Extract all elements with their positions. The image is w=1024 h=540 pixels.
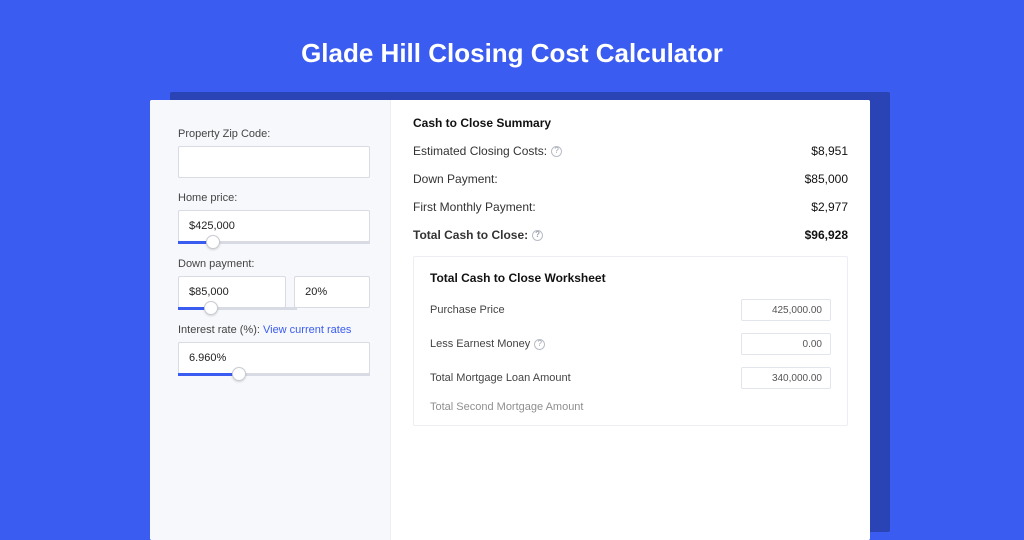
results-panel: Cash to Close Summary Estimated Closing …	[390, 100, 870, 540]
worksheet-row: Total Mortgage Loan Amount	[430, 367, 831, 389]
summary-row: Estimated Closing Costs: ? $8,951	[413, 144, 848, 158]
summary-label: Estimated Closing Costs: ?	[413, 144, 562, 158]
home-price-slider-thumb[interactable]	[206, 235, 220, 249]
down-payment-field-group: Down payment:	[178, 258, 370, 310]
worksheet-label: Total Second Mortgage Amount	[430, 401, 583, 413]
summary-label-text: Estimated Closing Costs:	[413, 144, 547, 158]
summary-value: $85,000	[805, 172, 848, 186]
worksheet-label-text: Less Earnest Money	[430, 338, 530, 350]
summary-title: Cash to Close Summary	[413, 116, 848, 130]
home-price-field-group: Home price:	[178, 192, 370, 244]
interest-input[interactable]	[178, 342, 370, 374]
worksheet-title: Total Cash to Close Worksheet	[430, 271, 831, 285]
input-panel: Property Zip Code: Home price: Down paym…	[150, 100, 390, 540]
worksheet-row: Purchase Price	[430, 299, 831, 321]
worksheet-input[interactable]	[741, 367, 831, 389]
interest-label-text: Interest rate (%):	[178, 324, 263, 336]
worksheet-row: Less Earnest Money ?	[430, 333, 831, 355]
worksheet-label: Less Earnest Money ?	[430, 338, 545, 350]
worksheet-card: Total Cash to Close Worksheet Purchase P…	[413, 256, 848, 426]
view-rates-link[interactable]: View current rates	[263, 324, 351, 336]
interest-label: Interest rate (%): View current rates	[178, 324, 370, 336]
calculator-card: Property Zip Code: Home price: Down paym…	[150, 100, 870, 540]
interest-slider[interactable]	[178, 373, 370, 376]
zip-field-group: Property Zip Code:	[178, 128, 370, 178]
summary-row-total: Total Cash to Close: ? $96,928	[413, 228, 848, 242]
worksheet-input[interactable]	[741, 333, 831, 355]
summary-label: Down Payment:	[413, 172, 498, 186]
summary-label-text: First Monthly Payment:	[413, 200, 536, 214]
summary-value: $8,951	[811, 144, 848, 158]
worksheet-label: Purchase Price	[430, 304, 505, 316]
worksheet-row-partial: Total Second Mortgage Amount	[430, 401, 831, 413]
down-payment-slider-thumb[interactable]	[204, 301, 218, 315]
interest-slider-fill	[178, 373, 239, 376]
interest-slider-thumb[interactable]	[232, 367, 246, 381]
worksheet-label: Total Mortgage Loan Amount	[430, 372, 571, 384]
worksheet-label-text: Purchase Price	[430, 304, 505, 316]
summary-row: Down Payment: $85,000	[413, 172, 848, 186]
summary-label-text: Down Payment:	[413, 172, 498, 186]
summary-label: First Monthly Payment:	[413, 200, 536, 214]
summary-label: Total Cash to Close: ?	[413, 228, 543, 242]
down-payment-pct-input[interactable]	[294, 276, 370, 308]
down-payment-slider[interactable]	[178, 307, 297, 310]
zip-input[interactable]	[178, 146, 370, 178]
worksheet-label-text: Total Mortgage Loan Amount	[430, 372, 571, 384]
help-icon[interactable]: ?	[532, 230, 543, 241]
help-icon[interactable]: ?	[534, 339, 545, 350]
zip-label: Property Zip Code:	[178, 128, 370, 140]
summary-value: $96,928	[805, 228, 848, 242]
down-payment-label: Down payment:	[178, 258, 370, 270]
page-title: Glade Hill Closing Cost Calculator	[0, 0, 1024, 93]
home-price-slider[interactable]	[178, 241, 370, 244]
worksheet-input[interactable]	[741, 299, 831, 321]
help-icon[interactable]: ?	[551, 146, 562, 157]
summary-row: First Monthly Payment: $2,977	[413, 200, 848, 214]
down-payment-input[interactable]	[178, 276, 286, 308]
home-price-label: Home price:	[178, 192, 370, 204]
summary-value: $2,977	[811, 200, 848, 214]
summary-label-text: Total Cash to Close:	[413, 228, 528, 242]
worksheet-label-text: Total Second Mortgage Amount	[430, 401, 583, 413]
interest-field-group: Interest rate (%): View current rates	[178, 324, 370, 376]
